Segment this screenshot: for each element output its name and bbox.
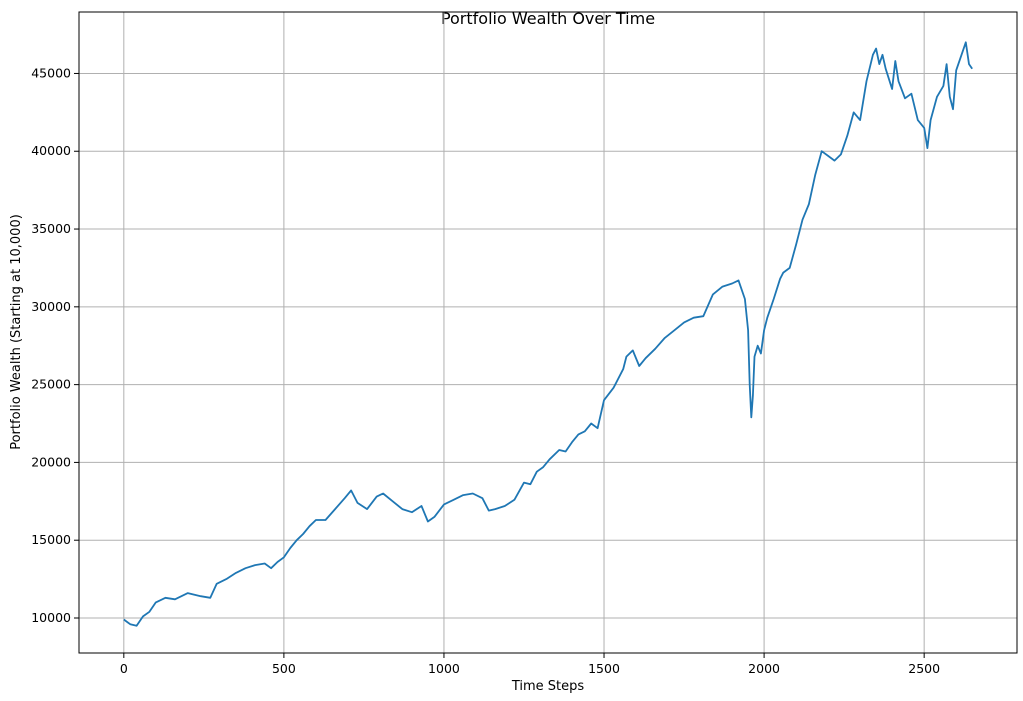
x-axis-ticks: 0 500 1000 1500 2000 2500 xyxy=(120,653,940,676)
plot-frame xyxy=(78,11,1018,654)
y-tick-label: 35000 xyxy=(31,221,71,236)
y-tick-label: 10000 xyxy=(31,610,71,625)
chart-title: Portfolio Wealth Over Time xyxy=(441,9,655,28)
x-tick-label: 1500 xyxy=(588,661,620,676)
grid-lines xyxy=(79,12,1017,653)
x-axis-label: Time Steps xyxy=(511,679,585,694)
y-tick-label: 20000 xyxy=(31,454,71,469)
x-tick-label: 0 xyxy=(120,661,128,676)
x-tick-label: 500 xyxy=(272,661,296,676)
y-tick-label: 45000 xyxy=(31,65,71,80)
y-tick-label: 25000 xyxy=(31,377,71,392)
x-tick-label: 2000 xyxy=(748,661,780,676)
y-axis-label: Portfolio Wealth (Starting at 10,000) xyxy=(9,214,24,450)
y-tick-label: 30000 xyxy=(31,299,71,314)
x-tick-label: 2500 xyxy=(908,661,940,676)
y-axis-ticks: 10000 15000 20000 25000 30000 35000 40000 45000 xyxy=(31,65,79,625)
y-tick-label: 15000 xyxy=(31,532,71,547)
series-line xyxy=(123,41,973,627)
x-tick-label: 1000 xyxy=(428,661,460,676)
y-tick-label: 40000 xyxy=(31,143,71,158)
